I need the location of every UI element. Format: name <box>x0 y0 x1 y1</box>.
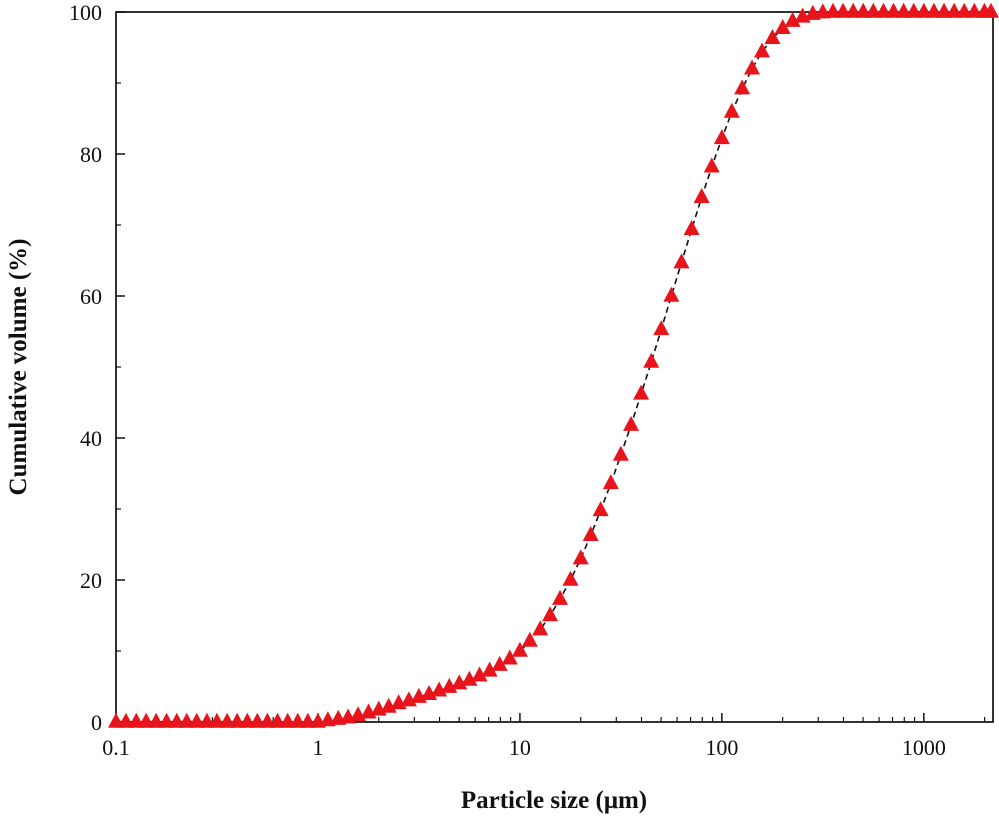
data-point-marker <box>905 2 922 18</box>
y-tick-label: 20 <box>80 568 102 593</box>
data-point-marker <box>188 712 205 728</box>
data-point-marker <box>148 712 165 728</box>
data-point-marker <box>825 2 842 18</box>
data-point-marker <box>542 606 559 622</box>
data-point-marker <box>219 712 236 728</box>
data-point-marker <box>612 445 629 461</box>
data-point-marker <box>845 2 862 18</box>
data-point-marker <box>511 641 528 657</box>
data-point-marker <box>582 525 599 541</box>
minor-ticks <box>116 82 986 722</box>
data-point-marker <box>552 589 569 605</box>
x-tick-label: 100 <box>705 735 738 760</box>
x-tick-label: 10 <box>509 735 531 760</box>
data-point-marker <box>855 2 872 18</box>
data-point-marker <box>956 2 973 18</box>
data-point-marker <box>643 352 660 368</box>
data-point-marker <box>532 620 549 636</box>
x-tick-label: 0.1 <box>102 735 130 760</box>
data-point-marker <box>229 712 246 728</box>
data-point-marker <box>117 712 134 728</box>
data-point-marker <box>774 19 791 35</box>
y-axis-label: Cumulative volume (%) <box>5 239 32 496</box>
data-point-marker <box>925 2 942 18</box>
data-point-marker <box>936 2 953 18</box>
y-tick-label: 80 <box>80 142 102 167</box>
data-point-marker <box>982 2 999 18</box>
data-point-marker <box>269 712 286 728</box>
y-tick-label: 0 <box>91 710 102 735</box>
y-tick-label: 100 <box>69 0 102 25</box>
data-point-marker <box>835 2 852 18</box>
data-point-marker <box>562 570 579 586</box>
data-point-marker <box>501 649 518 665</box>
data-point-marker <box>653 320 670 336</box>
data-point-marker <box>249 712 266 728</box>
data-point-marker <box>723 102 740 118</box>
data-point-marker <box>279 712 296 728</box>
x-tick-label: 1 <box>312 735 323 760</box>
data-point-marker <box>461 670 478 686</box>
data-point-marker <box>158 712 175 728</box>
data-point-marker <box>259 712 276 728</box>
x-tick-label: 1000 <box>902 735 946 760</box>
data-point-marker <box>592 501 609 517</box>
data-point-marker <box>683 219 700 235</box>
data-point-marker <box>966 2 983 18</box>
y-tick-labels: 0 20 40 60 80 100 <box>69 0 102 735</box>
y-tick-label: 40 <box>80 426 102 451</box>
data-point-marker <box>471 666 488 682</box>
data-point-marker <box>744 59 761 75</box>
major-ticks <box>115 11 925 723</box>
data-point-marker <box>289 712 306 728</box>
data-point-marker <box>734 79 751 95</box>
data-point-marker <box>885 2 902 18</box>
data-point-marker <box>491 655 508 671</box>
data-point-marker <box>946 2 963 18</box>
data-point-marker <box>633 384 650 400</box>
data-point-marker <box>784 11 801 27</box>
x-axis-label: Particle size (μm) <box>461 787 647 814</box>
data-point-marker <box>481 661 498 677</box>
data-point-marker <box>895 2 912 18</box>
data-point-marker <box>602 474 619 490</box>
data-point-marker <box>703 157 720 173</box>
data-point-marker <box>764 28 781 44</box>
data-point-marker <box>239 712 256 728</box>
data-point-marker <box>875 2 892 18</box>
data-point-marker <box>663 286 680 302</box>
data-point-marker <box>572 549 589 565</box>
data-point-marker <box>521 631 538 647</box>
data-point-marker <box>915 2 932 18</box>
data-point-marker <box>693 188 710 204</box>
data-point-marker <box>208 712 225 728</box>
x-tick-labels: 0.1 1 10 100 1000 <box>102 735 946 760</box>
data-point-marker <box>673 253 690 269</box>
data-point-marker <box>865 2 882 18</box>
data-point-marker <box>623 415 640 431</box>
data-point-marker <box>754 42 771 58</box>
y-tick-label: 60 <box>80 284 102 309</box>
series-dashed-line <box>116 11 991 723</box>
data-point-marker <box>299 712 316 728</box>
series-markers <box>108 2 999 728</box>
data-point-marker <box>713 129 730 145</box>
